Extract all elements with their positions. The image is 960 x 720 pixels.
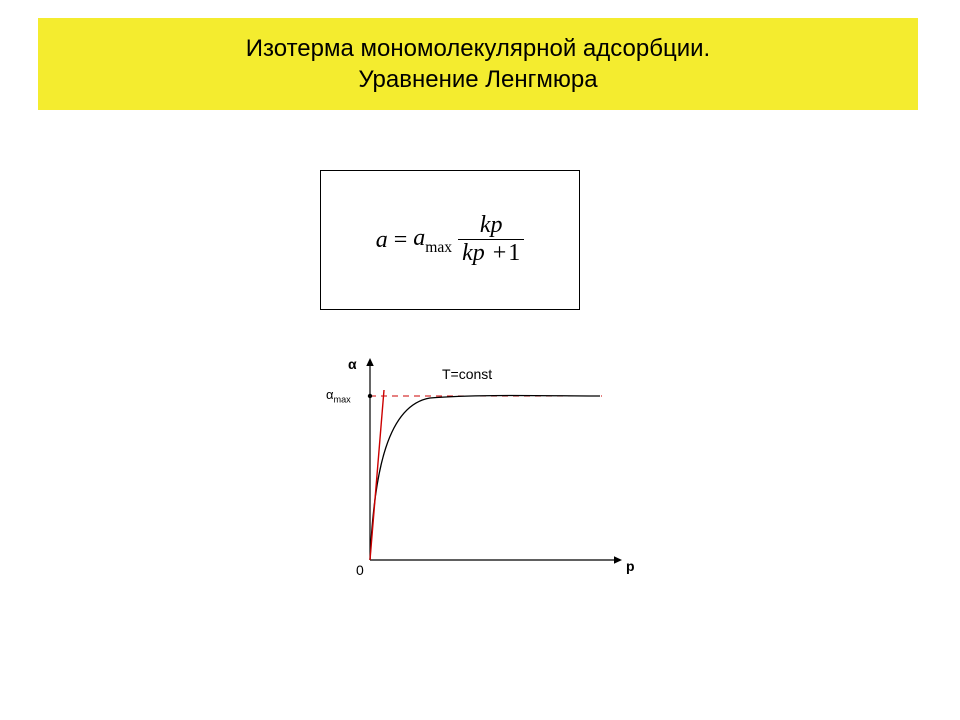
eq-frac-top: kp [476, 212, 507, 239]
y-axis-label: α [348, 356, 357, 372]
title-line-2: Уравнение Ленгмюра [358, 64, 597, 95]
equation-box: a = amax kp kp +1 [320, 170, 580, 310]
eq-rhs-a: amax [413, 225, 452, 256]
eq-fraction: kp kp +1 [458, 212, 524, 267]
equation: a = amax kp kp +1 [376, 213, 525, 268]
title-bar: Изотерма мономолекулярной адсорбции. Ура… [38, 18, 918, 110]
x-axis-label: p [626, 558, 635, 574]
origin-label: 0 [356, 562, 364, 578]
title-line-1: Изотерма мономолекулярной адсорбции. [246, 33, 710, 64]
eq-equals: = [394, 227, 408, 254]
eq-lhs-a: a [376, 227, 388, 254]
annotation-label: T=const [442, 366, 492, 382]
y-max-label: αmax [326, 387, 351, 405]
eq-frac-bot: kp +1 [458, 240, 524, 267]
chart-area: α p αmax 0 T=const [310, 340, 630, 590]
